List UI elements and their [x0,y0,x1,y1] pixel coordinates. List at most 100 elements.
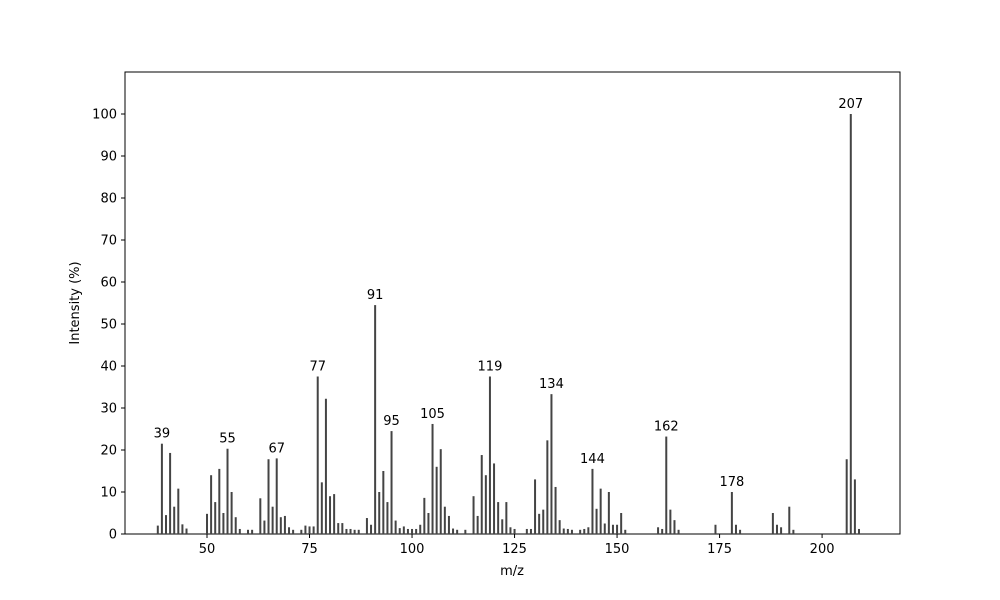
bar [263,520,266,534]
peak-label: 207 [838,97,863,112]
bar [620,513,623,534]
y-tick-label: 20 [100,444,117,459]
bar [788,506,791,534]
bar [443,506,446,534]
bar [275,458,278,534]
bar [792,529,795,534]
bar [775,524,778,534]
plot-frame [124,71,901,535]
bar [238,528,241,534]
bar [558,520,561,534]
y-tick-label: 0 [109,528,117,543]
bar [472,496,475,534]
bar [677,529,680,534]
bar [611,524,614,534]
y-tick-label: 70 [100,234,117,249]
bar [480,455,483,534]
bar [452,528,455,534]
bar [271,506,274,534]
bar [329,496,332,534]
bar [185,528,188,534]
x-tick-label: 175 [707,542,732,557]
bar [603,523,606,534]
bar [661,528,664,534]
bar [525,528,528,534]
x-tick-label: 50 [199,542,216,557]
bar [320,482,323,534]
bar [165,515,168,534]
bar [624,529,627,534]
bar [534,479,537,534]
bar [488,376,491,534]
bar [349,528,352,534]
bar [333,494,336,534]
bar [160,443,163,534]
bar [308,526,311,534]
bar [353,529,356,534]
y-tick-label: 50 [100,318,117,333]
y-tick-label: 10 [100,486,117,501]
bar [222,513,225,534]
bar [734,524,737,534]
y-tick-label: 30 [100,402,117,417]
bar [845,459,848,534]
bar [181,524,184,534]
y-tick-label: 90 [100,150,117,165]
bar [267,459,270,534]
peak-label: 67 [268,441,285,456]
x-tick-label: 125 [502,542,527,557]
bar [226,448,229,534]
bar [411,528,414,534]
x-axis-label: m/z [500,564,524,579]
bar [513,528,516,534]
bar [538,513,541,534]
bar [370,524,373,534]
bar [406,528,409,534]
bar [669,509,672,534]
bar [542,509,545,534]
bar [292,529,295,534]
bar [357,529,360,534]
bar [464,529,467,534]
peak-label: 134 [539,377,564,392]
bar [415,528,418,534]
bar [390,431,393,534]
bar [251,529,254,534]
bar [849,114,852,534]
bar [402,526,405,534]
bar [365,518,368,534]
y-tick-label: 60 [100,276,117,291]
bar [341,523,344,534]
bar [218,468,221,534]
bar [247,529,250,534]
bar [304,525,307,534]
bar [591,468,594,534]
bar [501,519,504,534]
bar [853,479,856,534]
bar [607,492,610,534]
bar [616,524,619,534]
bar [337,523,340,534]
bar [173,506,176,534]
bar [398,528,401,534]
bar [771,513,774,534]
bar [579,529,582,534]
bar [423,497,426,534]
bar [431,423,434,534]
x-tick-label: 100 [400,542,425,557]
bar [259,498,262,534]
bar [312,526,315,534]
bar [316,376,319,534]
y-tick-label: 80 [100,192,117,207]
bar [505,502,508,534]
bar [546,440,549,534]
x-tick-label: 150 [605,542,630,557]
x-tick-label: 200 [810,542,835,557]
bar [169,452,172,534]
bar [665,436,668,534]
bar [595,508,598,534]
peak-label: 119 [478,360,503,375]
bar [673,520,676,534]
bar [456,529,459,534]
bar [439,449,442,534]
